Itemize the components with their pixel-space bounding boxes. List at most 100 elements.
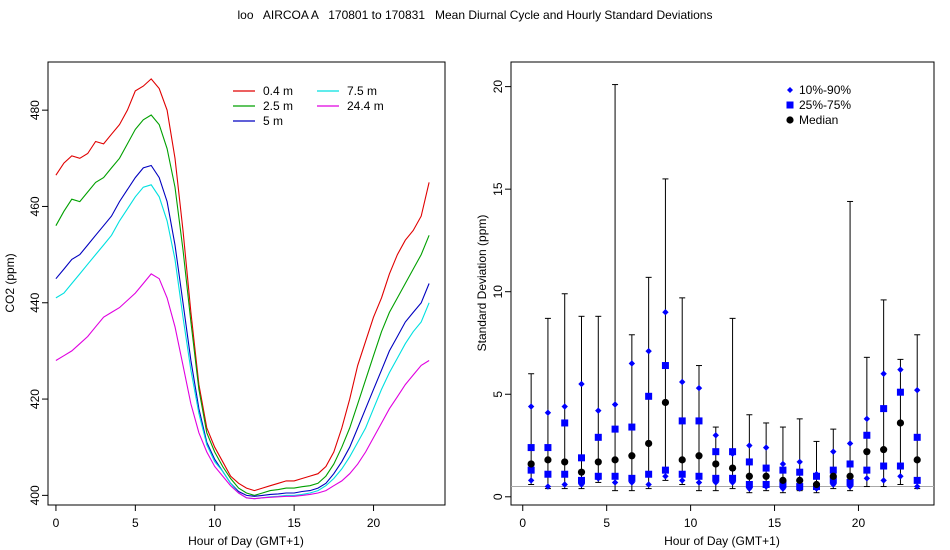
p25-square	[796, 483, 804, 491]
p25-square	[829, 476, 837, 484]
right-x-tick-label: 20	[852, 516, 866, 530]
right-y-tick-label: 5	[491, 391, 505, 398]
p10-diamond	[914, 483, 921, 490]
p75-square	[695, 417, 703, 425]
stddev-chart: 0 5 10 15 20 0 5 10 15 20 10%-90%25%-75%Median Ho…	[475, 61, 935, 548]
p90-diamond	[880, 370, 887, 377]
median-dot	[712, 460, 720, 468]
p10-diamond	[830, 481, 837, 488]
p25-square	[527, 466, 535, 474]
p25-square	[628, 474, 636, 482]
co2-diurnal-chart: 0 5 10 15 20 400 420 440 460 480 0.4 m2.5 m5 m 7.5…	[3, 61, 446, 548]
p90-diamond	[544, 409, 552, 416]
median-dot	[863, 448, 871, 456]
p90-diamond	[914, 386, 921, 394]
p75-square	[896, 388, 904, 396]
co2-line-24-4-m	[55, 273, 430, 500]
p75-square	[645, 392, 653, 400]
median-dot	[577, 468, 586, 476]
p75-square	[913, 433, 921, 441]
legend-circle-marker	[786, 116, 794, 124]
p75-square	[729, 448, 737, 456]
p90-diamond	[679, 378, 686, 386]
p25-square	[880, 462, 888, 470]
median-dot	[645, 439, 653, 448]
right-y-tick-label: 15	[491, 182, 505, 196]
p75-square	[578, 454, 585, 462]
p75-square	[628, 423, 636, 431]
p10-diamond	[712, 479, 719, 486]
p10-diamond	[611, 479, 619, 486]
p10-diamond	[561, 481, 568, 488]
left-plot-frame	[47, 61, 446, 506]
p25-square	[578, 476, 585, 484]
left-x-axis-label: Hour of Day (GMT+1)	[188, 534, 304, 548]
median-dot	[678, 456, 686, 464]
right-plot-frame	[510, 61, 935, 506]
co2-line-2-5-m	[55, 114, 430, 496]
median-dot	[880, 446, 888, 454]
p25-square	[611, 472, 619, 480]
legend-label: 2.5 m	[263, 99, 293, 113]
p10-diamond	[645, 481, 652, 488]
left-y-tick-label: 480	[28, 100, 42, 120]
median-dot	[779, 476, 787, 484]
p25-square	[678, 470, 686, 478]
median-dot	[896, 419, 905, 427]
p90-diamond	[578, 380, 585, 388]
p90-diamond	[645, 347, 652, 355]
p90-diamond	[695, 384, 703, 392]
p25-square	[896, 462, 904, 470]
p75-square	[678, 417, 686, 425]
p10-diamond	[880, 477, 887, 484]
p75-square	[762, 464, 770, 472]
left-y-tick-label: 440	[28, 292, 42, 312]
p10-diamond	[863, 475, 871, 482]
p75-square	[779, 466, 787, 474]
p25-square	[913, 476, 921, 484]
p90-diamond	[846, 440, 854, 447]
right-y-tick-label: 10	[491, 285, 505, 299]
legend-label: Median	[799, 113, 838, 127]
p10-diamond	[695, 479, 703, 486]
right-x-axis-label: Hour of Day (GMT+1)	[664, 534, 780, 548]
p25-square	[695, 472, 703, 480]
median-dot	[745, 472, 753, 480]
p10-diamond	[679, 477, 686, 484]
p75-square	[796, 468, 804, 476]
p75-square	[527, 444, 535, 452]
left-x-tick-label: 0	[53, 516, 60, 530]
legend-diamond-marker	[787, 87, 793, 93]
p25-square	[561, 470, 569, 478]
p75-square	[813, 472, 820, 480]
p75-square	[846, 460, 854, 468]
p25-square	[594, 472, 602, 480]
p25-square	[762, 480, 770, 488]
left-y-tick-label: 420	[28, 389, 42, 409]
p75-square	[544, 444, 552, 452]
right-y-axis-label: Standard Deviation (ppm)	[475, 215, 489, 352]
median-dot	[628, 452, 636, 460]
p90-diamond	[712, 432, 719, 439]
median-dot	[695, 452, 703, 460]
p75-square	[611, 425, 619, 433]
p75-square	[661, 362, 669, 370]
p25-square	[745, 480, 753, 488]
p90-diamond	[897, 366, 904, 373]
p10-diamond	[662, 473, 669, 480]
left-y-tick-label: 400	[28, 485, 42, 505]
co2-line-7-5-m	[55, 184, 430, 500]
median-dot	[661, 398, 670, 407]
legend-label: 24.4 m	[347, 99, 384, 113]
legend-label: 7.5 m	[347, 84, 377, 98]
p75-square	[594, 433, 602, 441]
legend-label: 0.4 m	[263, 84, 293, 98]
p90-diamond	[662, 309, 669, 316]
p25-square	[729, 474, 737, 482]
p90-diamond	[779, 460, 787, 468]
p90-diamond	[830, 448, 837, 455]
p75-square	[829, 466, 837, 474]
median-dot	[594, 458, 602, 466]
legend-label: 25%-75%	[799, 98, 851, 112]
